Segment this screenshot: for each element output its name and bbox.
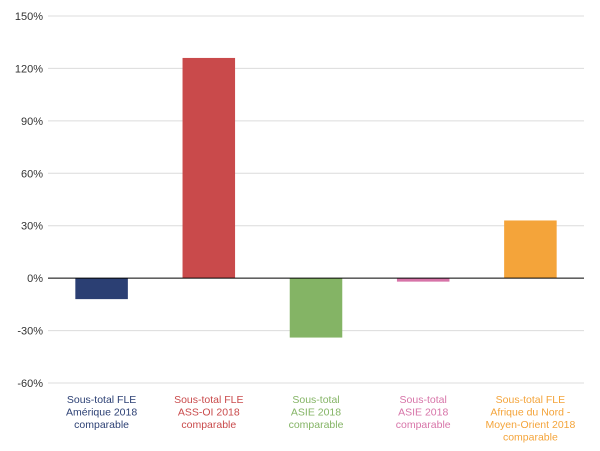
y-tick-label: -30% [17, 326, 43, 338]
y-tick-label: 60% [21, 168, 43, 180]
y-tick-label: 30% [21, 221, 43, 233]
bar [504, 220, 557, 279]
category-label: Sous-total ASIE 2018 comparable [289, 394, 344, 431]
bar [289, 278, 343, 338]
category-label: Sous-total FLE Amérique 2018 comparable [66, 394, 137, 431]
y-tick-label: 120% [15, 63, 43, 75]
category-labels: Sous-total FLE Amérique 2018 comparable Sou… [66, 394, 576, 444]
y-tick-label: 90% [21, 116, 43, 128]
category-label: Sous-total FLE Afrique du Nord -Moyen-Ori… [485, 394, 575, 444]
category-label: Sous-total ASIE 2018 comparable [396, 394, 451, 431]
bar [182, 57, 236, 279]
category-label: Sous-total FLE ASS-OI 2018 comparable [174, 394, 243, 431]
y-tick-label: 150% [15, 11, 43, 23]
bar [75, 278, 128, 300]
y-tick-label: 0% [27, 273, 43, 285]
bar [396, 278, 450, 282]
y-tick-label: -60% [17, 378, 43, 390]
bars [75, 57, 557, 338]
y-axis: 150% 120% 90% 60% 30% 0% -30% -60% [15, 11, 584, 390]
